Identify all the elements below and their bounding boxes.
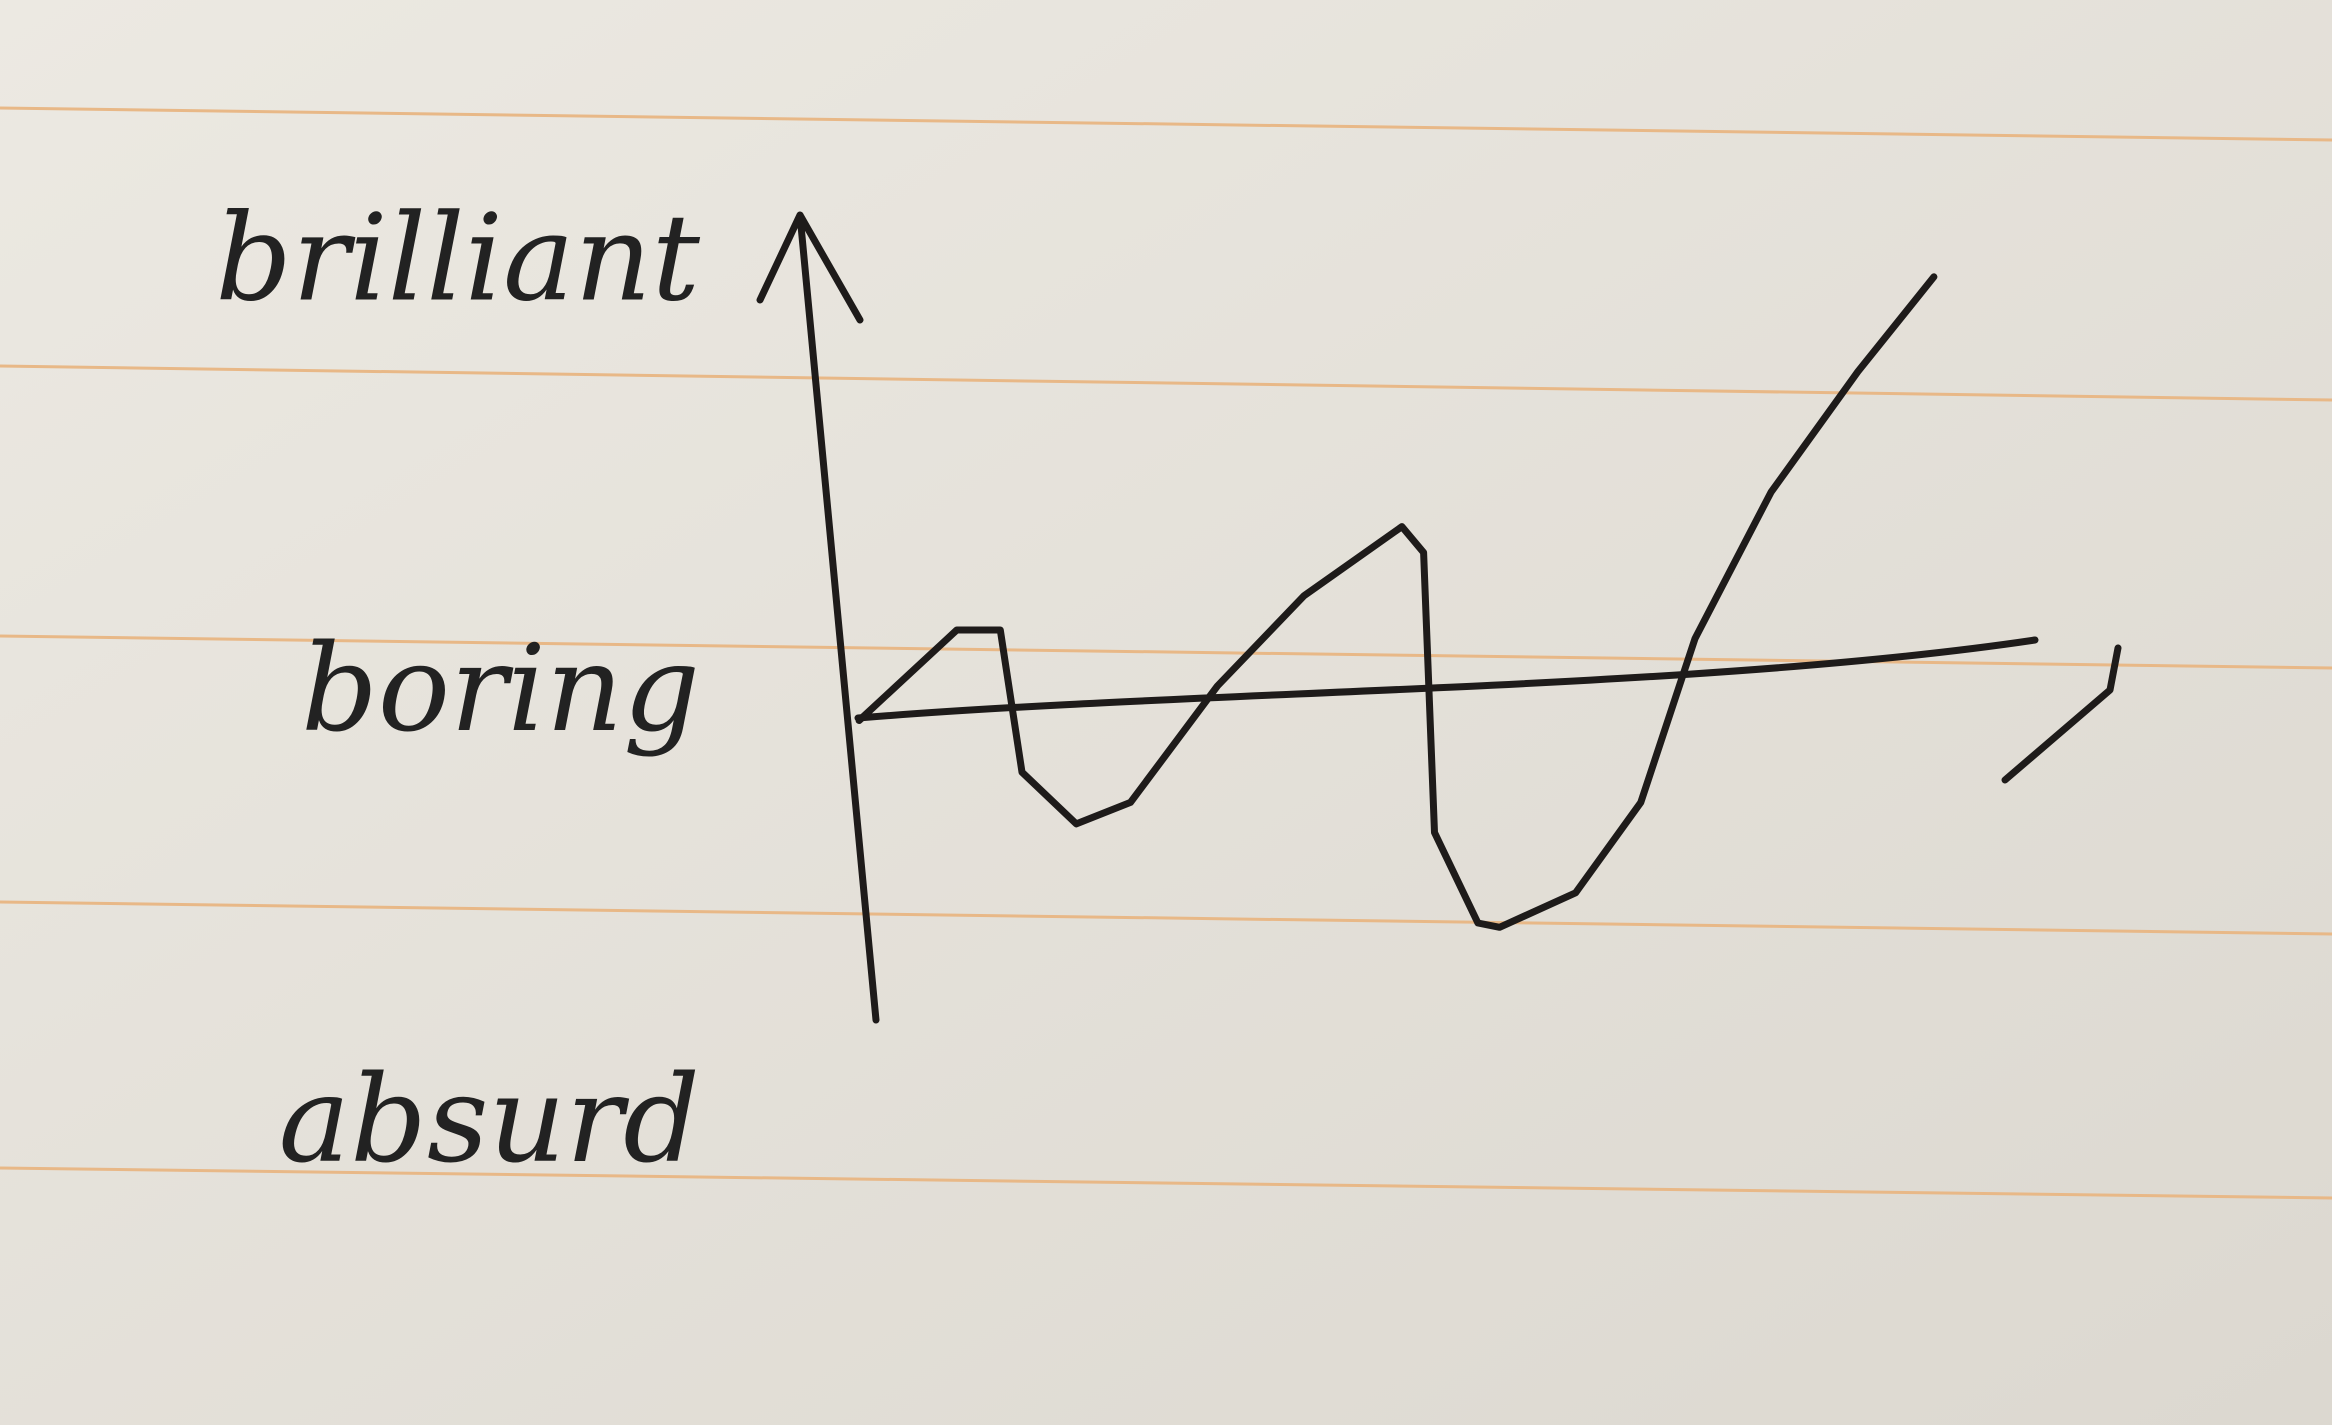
y-tick-label: boring bbox=[301, 620, 700, 759]
ruled-line bbox=[0, 364, 2332, 402]
ruled-line bbox=[0, 1166, 2332, 1200]
y-tick-label: absurd bbox=[279, 1051, 700, 1190]
ruled-line bbox=[0, 900, 2332, 936]
ruled-lines bbox=[0, 106, 2332, 1200]
y-axis bbox=[756, 211, 880, 1024]
line bbox=[855, 273, 1938, 931]
axes bbox=[756, 211, 2122, 1024]
ruled-line bbox=[0, 634, 2332, 670]
y-tick-label: brilliant bbox=[215, 189, 701, 328]
x-axis bbox=[854, 636, 2122, 784]
ruled-line bbox=[0, 106, 2332, 142]
